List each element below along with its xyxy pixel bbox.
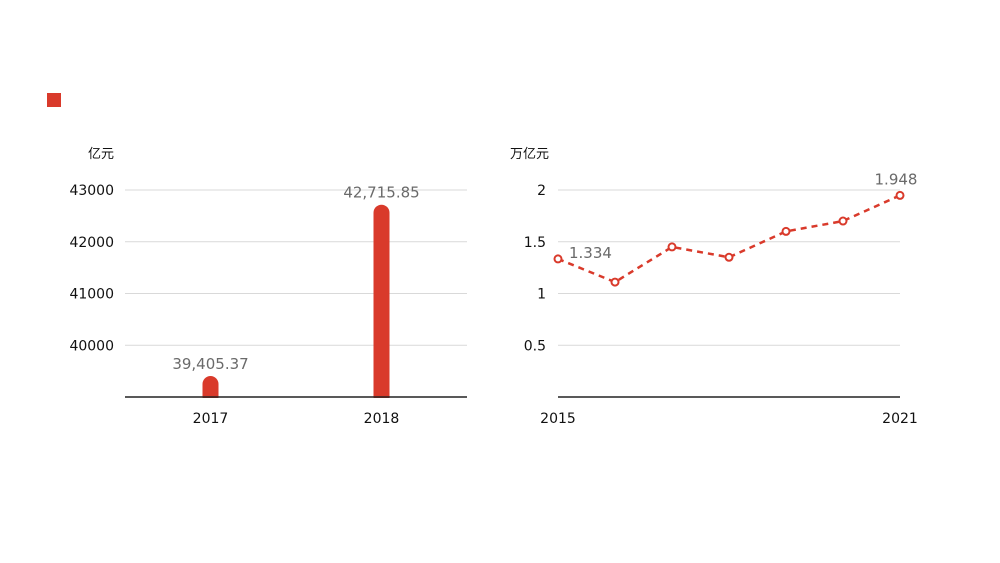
bar-data-label: 39,405.37 bbox=[172, 355, 248, 373]
bar-x-tick-label: 2017 bbox=[193, 411, 229, 427]
line-data-label: 1.334 bbox=[569, 244, 612, 262]
line-point-2017 bbox=[667, 242, 677, 252]
line-point-2016 bbox=[610, 277, 620, 287]
line-y-tick-label: 1 bbox=[537, 287, 546, 303]
line-point-2021 bbox=[895, 190, 905, 200]
bar-unit-label: 亿元 bbox=[88, 147, 114, 162]
line-x-ticks: 2015 2021 bbox=[540, 411, 918, 427]
bar-y-ticks: 40000 41000 42000 43000 bbox=[69, 183, 114, 354]
bar-data-label: 42,715.85 bbox=[343, 184, 419, 202]
line-series bbox=[553, 190, 905, 287]
bar-2018 bbox=[373, 204, 390, 405]
bar-x-ticks: 2017 2018 bbox=[193, 411, 400, 427]
bar-gridlines bbox=[125, 189, 467, 346]
bar-y-tick-label: 41000 bbox=[69, 287, 114, 303]
line-data-label: 1.948 bbox=[875, 170, 918, 188]
bar-chart: 亿元 40000 41000 42000 43000 2017 2018 39,405.… bbox=[69, 147, 467, 427]
line-path bbox=[557, 194, 901, 284]
line-point-2020 bbox=[838, 216, 848, 226]
line-chart: 万亿元 0.5 1 1.5 2 2015 2021 1.334 1.948 bbox=[510, 147, 918, 427]
line-data-labels: 1.334 1.948 bbox=[569, 170, 917, 262]
line-y-ticks: 0.5 1 1.5 2 bbox=[524, 183, 546, 354]
line-x-tick-label: 2021 bbox=[882, 411, 918, 427]
line-y-tick-label: 2 bbox=[537, 183, 546, 199]
bar-base-mask bbox=[125, 398, 467, 410]
line-unit-label: 万亿元 bbox=[510, 147, 549, 162]
bar-y-tick-label: 40000 bbox=[69, 338, 114, 354]
legend-marker bbox=[47, 93, 61, 107]
bar-marks bbox=[125, 204, 467, 410]
line-point-2018 bbox=[724, 252, 734, 262]
line-y-tick-label: 0.5 bbox=[524, 338, 546, 354]
line-y-tick-label: 1.5 bbox=[524, 235, 546, 251]
bar-data-labels: 39,405.37 42,715.85 bbox=[172, 184, 419, 373]
line-x-tick-label: 2015 bbox=[540, 411, 576, 427]
bar-y-tick-label: 42000 bbox=[69, 235, 114, 251]
line-gridlines bbox=[558, 189, 900, 346]
line-point-2015 bbox=[553, 254, 563, 264]
line-point-2019 bbox=[781, 226, 791, 236]
bar-y-tick-label: 43000 bbox=[69, 183, 114, 199]
bar-x-tick-label: 2018 bbox=[364, 411, 400, 427]
